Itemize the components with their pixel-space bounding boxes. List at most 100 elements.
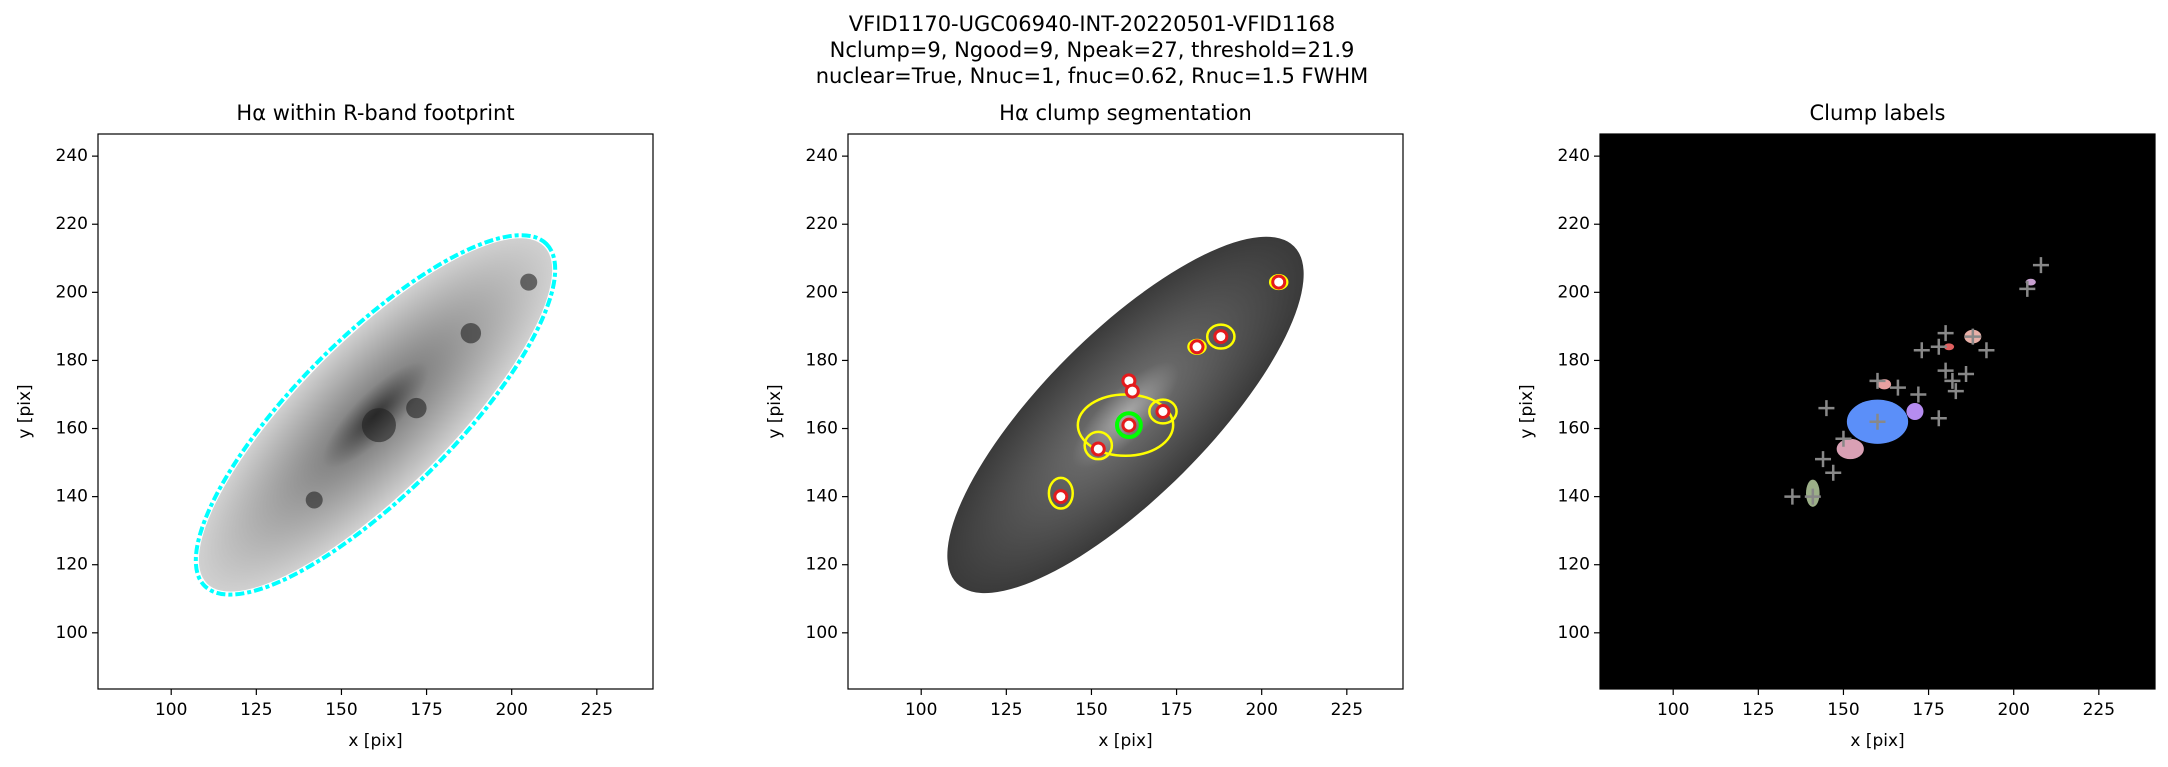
- x-tick-label: 150: [325, 700, 357, 720]
- x-tick-label: 125: [990, 700, 1022, 720]
- segment-contour: [1205, 323, 1236, 350]
- y-tick-label: 220: [806, 214, 838, 234]
- clump-label: [1906, 402, 1924, 421]
- y-tick-label: 240: [1558, 146, 1590, 166]
- knot: [361, 408, 396, 443]
- suptitle: Nclump=9, Ngood=9, Npeak=27, threshold=2…: [830, 38, 1355, 62]
- clump-marker: [1090, 441, 1106, 457]
- y-tick-label: 100: [806, 623, 838, 643]
- axes-frame: [1599, 133, 2156, 690]
- knot: [406, 397, 427, 419]
- clump-marker: [1053, 489, 1069, 505]
- x-axis-label: x [pix]: [1098, 731, 1152, 751]
- y-tick-label: 200: [806, 282, 838, 302]
- segment-contour: [1047, 476, 1074, 510]
- y-tick-label: 160: [56, 419, 88, 439]
- clump-marker: [1213, 329, 1229, 345]
- x-tick-label: 175: [410, 700, 442, 720]
- x-tick-label: 150: [1075, 700, 1107, 720]
- x-axis-label: x [pix]: [348, 731, 402, 751]
- peak-marker: [1835, 430, 1852, 447]
- x-tick-label: 175: [1912, 700, 1944, 720]
- clump-marker: [1124, 383, 1140, 399]
- peak-marker: [1825, 464, 1842, 481]
- y-axis-label: y [pix]: [15, 384, 35, 438]
- y-tick-label: 100: [1558, 623, 1590, 643]
- clump-marker: [1155, 404, 1171, 419]
- suptitle: nuclear=True, Nnuc=1, fnuc=0.62, Rnuc=1.…: [816, 64, 1369, 88]
- peak-marker: [1937, 325, 1954, 342]
- knot: [460, 322, 482, 344]
- y-tick-label: 120: [806, 555, 838, 575]
- segment-contour: [1083, 430, 1114, 461]
- peak-marker: [1944, 372, 1961, 389]
- y-axis-label: y [pix]: [765, 384, 785, 438]
- clump-label: [1943, 343, 1955, 351]
- peak-marker: [1818, 400, 1835, 417]
- peak-marker: [1930, 338, 1947, 355]
- y-tick-label: 120: [1558, 555, 1590, 575]
- peak-marker: [1913, 342, 1930, 359]
- peak-marker: [1947, 383, 1964, 400]
- y-tick-label: 180: [806, 350, 838, 370]
- x-tick-label: 150: [1827, 700, 1859, 720]
- segment-contour: [1076, 393, 1175, 458]
- y-tick-label: 140: [56, 487, 88, 507]
- y-tick-label: 180: [1558, 350, 1590, 370]
- x-tick-label: 225: [2083, 700, 2115, 720]
- x-tick-label: 100: [1657, 700, 1689, 720]
- x-tick-label: 175: [1160, 700, 1192, 720]
- peak-marker: [2019, 280, 2036, 297]
- x-tick-label: 125: [1742, 700, 1774, 720]
- x-tick-label: 100: [155, 700, 187, 720]
- y-tick-label: 140: [1558, 487, 1590, 507]
- y-tick-label: 220: [1558, 214, 1590, 234]
- clump-label: [1836, 438, 1864, 460]
- axes-frame: [847, 133, 1404, 690]
- y-tick-label: 200: [56, 282, 88, 302]
- footprint-contour: [193, 233, 558, 597]
- knot: [305, 491, 323, 509]
- peak-marker: [1937, 362, 1954, 379]
- y-tick-label: 200: [1558, 282, 1590, 302]
- suptitle: VFID1170-UGC06940-INT-20220501-VFID1168: [849, 12, 1335, 36]
- image: [98, 134, 653, 689]
- y-tick-label: 160: [806, 419, 838, 439]
- axes-frame: [97, 133, 654, 690]
- nucleus: [1114, 411, 1143, 440]
- x-tick-label: 200: [1997, 700, 2029, 720]
- axes-title: Hα clump segmentation: [999, 101, 1252, 125]
- panel: 100 125 150 175 200 225 100 120 140 160 180 200 220 2…: [1517, 101, 2156, 751]
- peak-marker: [1784, 488, 1801, 505]
- x-tick-label: 200: [1245, 700, 1277, 720]
- x-tick-label: 225: [1331, 700, 1363, 720]
- panel: 100 125 150 175 200 225 100 120 140 160 180 200 220 2…: [15, 101, 654, 751]
- clump-marker: [1189, 339, 1205, 355]
- x-tick-label: 100: [905, 700, 937, 720]
- y-tick-label: 240: [56, 146, 88, 166]
- y-tick-label: 160: [1558, 419, 1590, 439]
- y-tick-label: 140: [806, 487, 838, 507]
- peak-marker: [1869, 413, 1886, 430]
- peak-marker: [2032, 257, 2049, 274]
- y-tick-label: 220: [56, 214, 88, 234]
- clump-marker: [1121, 417, 1137, 433]
- x-tick-label: 125: [240, 700, 272, 720]
- y-tick-label: 100: [56, 623, 88, 643]
- clump-marker: [1271, 274, 1287, 290]
- image: [848, 134, 1403, 689]
- knot: [520, 273, 538, 291]
- peak-marker: [1958, 366, 1975, 383]
- x-tick-label: 225: [581, 700, 613, 720]
- peak-marker: [1978, 342, 1995, 359]
- axes-title: Clump labels: [1810, 101, 1946, 125]
- peak-marker: [1964, 328, 1981, 345]
- y-tick-label: 180: [56, 350, 88, 370]
- y-tick-label: 240: [806, 146, 838, 166]
- image: [1600, 134, 2155, 689]
- peak-marker: [1869, 372, 1886, 389]
- axes-title: Hα within R-band footprint: [236, 101, 514, 125]
- y-tick-label: 120: [56, 555, 88, 575]
- panel: 100 125 150 175 200 225 100 120 140 160 180 200 220 2…: [765, 101, 1404, 751]
